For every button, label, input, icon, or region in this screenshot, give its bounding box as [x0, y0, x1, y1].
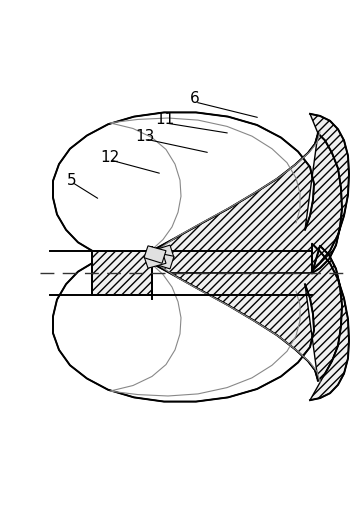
Polygon shape — [310, 114, 349, 273]
Polygon shape — [310, 244, 349, 400]
Polygon shape — [144, 251, 166, 268]
Polygon shape — [152, 133, 342, 273]
Polygon shape — [53, 263, 318, 401]
Polygon shape — [152, 245, 174, 261]
Polygon shape — [152, 246, 342, 381]
Text: 5: 5 — [67, 173, 77, 188]
Text: 13: 13 — [135, 130, 155, 144]
Polygon shape — [53, 113, 318, 251]
Polygon shape — [92, 251, 152, 296]
Polygon shape — [152, 253, 174, 269]
Polygon shape — [144, 246, 166, 263]
Text: 12: 12 — [101, 150, 120, 166]
Text: 11: 11 — [155, 112, 174, 127]
Text: 6: 6 — [190, 91, 200, 106]
